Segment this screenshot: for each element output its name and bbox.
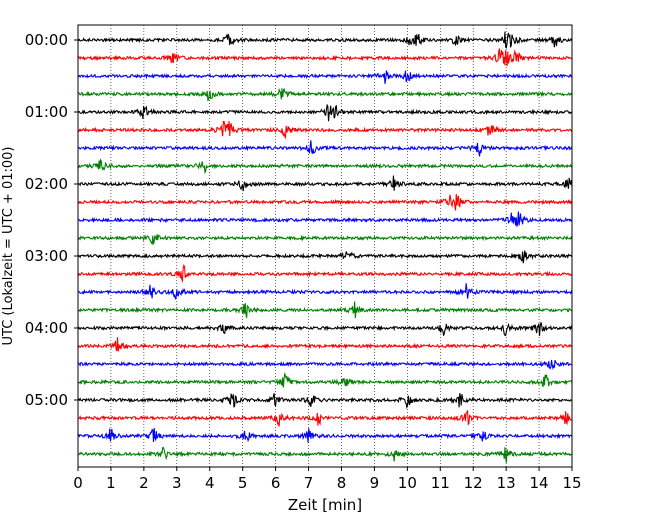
y-tick-label: 01:00 bbox=[25, 103, 68, 121]
x-tick-label: 9 bbox=[370, 474, 380, 492]
trace-line bbox=[77, 283, 573, 301]
y-axis: 00:00 01:00 02:00 03:00 04:00 05:00 bbox=[25, 31, 78, 409]
trace-line bbox=[77, 211, 573, 227]
x-tick-label: 4 bbox=[205, 474, 215, 492]
y-tick-label: 05:00 bbox=[25, 391, 68, 409]
trace-line bbox=[77, 322, 573, 337]
x-tick-label: 3 bbox=[172, 474, 182, 492]
y-axis-label: UTC (Lokalzeit = UTC + 01:00) bbox=[1, 147, 16, 346]
plot-background bbox=[78, 25, 572, 467]
trace-line bbox=[77, 337, 573, 352]
trace-line bbox=[77, 446, 573, 463]
trace-line bbox=[77, 48, 573, 66]
traces bbox=[77, 31, 573, 463]
trace-line bbox=[77, 371, 573, 388]
trace-line bbox=[77, 194, 573, 211]
x-tick-label: 2 bbox=[139, 474, 149, 492]
x-tick-label: 14 bbox=[530, 474, 549, 492]
trace-line bbox=[77, 31, 573, 49]
x-tick-label: 7 bbox=[304, 474, 314, 492]
trace-line bbox=[77, 87, 573, 102]
trace-line bbox=[77, 158, 573, 175]
y-tick-label: 02:00 bbox=[25, 175, 68, 193]
y-tick-label: 04:00 bbox=[25, 319, 68, 337]
trace-line bbox=[77, 103, 573, 122]
trace-line bbox=[77, 175, 573, 192]
trace-line bbox=[77, 120, 573, 140]
x-tick-label: 1 bbox=[106, 474, 116, 492]
trace-line bbox=[77, 428, 573, 443]
x-tick-label: 0 bbox=[73, 474, 83, 492]
x-axis: 0 1 2 3 4 5 6 7 8 9 10 11 12 13 14 15 bbox=[73, 467, 582, 492]
x-tick-label: 12 bbox=[464, 474, 483, 492]
trace-line bbox=[77, 393, 573, 410]
x-tick-label: 8 bbox=[337, 474, 347, 492]
x-tick-label: 11 bbox=[431, 474, 450, 492]
trace-line bbox=[77, 250, 573, 264]
trace-line bbox=[77, 301, 573, 319]
trace-line bbox=[77, 263, 573, 283]
trace-line bbox=[77, 234, 573, 246]
x-axis-label: Zeit [min] bbox=[288, 496, 362, 514]
x-tick-label: 15 bbox=[562, 474, 581, 492]
trace-line bbox=[77, 140, 573, 157]
trace-line bbox=[77, 410, 573, 427]
y-tick-label: 03:00 bbox=[25, 247, 68, 265]
x-tick-label: 10 bbox=[398, 474, 417, 492]
x-tick-label: 13 bbox=[497, 474, 516, 492]
trace-line bbox=[77, 359, 573, 371]
x-tick-label: 6 bbox=[271, 474, 281, 492]
y-tick-label: 00:00 bbox=[25, 31, 68, 49]
plot-frame bbox=[77, 24, 573, 468]
trace-line bbox=[77, 70, 573, 84]
x-tick-label: 5 bbox=[238, 474, 248, 492]
